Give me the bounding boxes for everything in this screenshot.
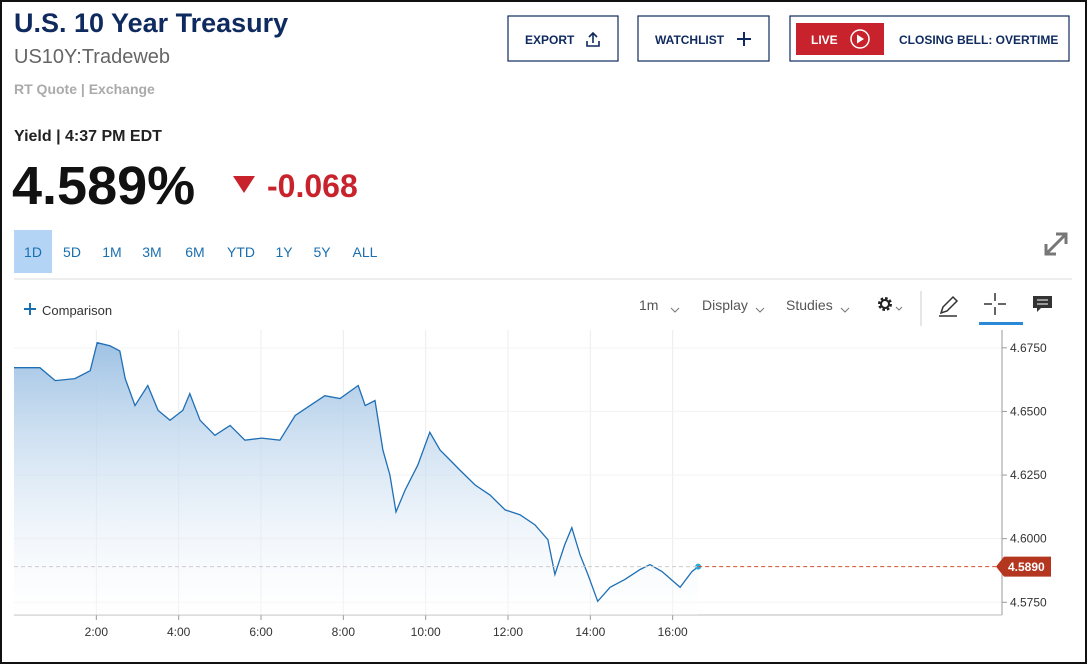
- chevron[interactable]: [840, 307, 850, 313]
- watchlist-button[interactable]: WATCHLIST: [637, 15, 770, 62]
- quote-source: RT Quote | Exchange: [14, 81, 155, 97]
- comparison-button[interactable]: Comparison: [24, 303, 112, 318]
- button-label[interactable]: WATCHLIST: [655, 33, 725, 47]
- active-tool-underline: [979, 322, 1023, 325]
- range-tab[interactable]: 1M: [102, 244, 121, 260]
- x-tick-label: 10:00: [411, 625, 441, 639]
- range-tab[interactable]: 5Y: [313, 244, 331, 260]
- x-tick-label: 16:00: [658, 625, 688, 639]
- play-icon[interactable]: [857, 34, 864, 44]
- chevron[interactable]: [670, 307, 680, 313]
- quote-price: 4.589%: [12, 156, 195, 216]
- button-label[interactable]: EXPORT: [525, 33, 575, 47]
- y-tick-label: 4.5750: [1010, 595, 1047, 609]
- gear[interactable]: [880, 299, 890, 309]
- plus-icon[interactable]: [737, 32, 751, 46]
- comparison-label[interactable]: Comparison: [42, 303, 112, 318]
- range-tab[interactable]: 1Y: [275, 244, 293, 260]
- y-tick-label: 4.6750: [1010, 341, 1047, 355]
- x-tick-label: 6:00: [249, 625, 273, 639]
- range-tab[interactable]: 5D: [63, 244, 81, 260]
- crosshair-icon[interactable]: [984, 293, 1006, 315]
- draw-icon[interactable]: [939, 295, 959, 317]
- live-badge[interactable]: [796, 23, 884, 55]
- settings-icon[interactable]: [878, 297, 903, 311]
- area-fill: [14, 342, 699, 615]
- live-label[interactable]: LIVE: [811, 33, 838, 47]
- y-tick-label: 4.6500: [1010, 404, 1047, 418]
- x-tick-label: 12:00: [493, 625, 523, 639]
- chart: 2:00 4:00 6:00 8:00 10:00 12:00 14:00 16:00 4.57…: [14, 330, 1051, 639]
- x-tick-label: 4:00: [167, 625, 191, 639]
- y-tick-label: 4.6000: [1010, 532, 1047, 546]
- quote-change: -0.068: [267, 168, 358, 204]
- range-tab[interactable]: 6M: [185, 244, 204, 260]
- chevron[interactable]: [755, 307, 765, 313]
- range-tab[interactable]: YTD: [227, 244, 255, 260]
- plus-icon[interactable]: [24, 303, 36, 315]
- export-icon[interactable]: [586, 31, 600, 47]
- range-tabs: 1D 5D 1M 3M 6M YTD 1Y 5Y ALL: [14, 230, 378, 273]
- button-box[interactable]: [507, 15, 619, 62]
- play-icon[interactable]: [850, 29, 870, 49]
- studies-menu[interactable]: Studies: [786, 297, 833, 313]
- comment-icon-lines: [1037, 299, 1048, 305]
- interval-menu[interactable]: 1m: [639, 297, 658, 313]
- page-title: U.S. 10 Year Treasury: [14, 8, 288, 38]
- live-button[interactable]: LIVE CLOSING BELL: OVERTIME: [789, 15, 1070, 62]
- export-button[interactable]: EXPORT: [507, 15, 619, 62]
- program-label[interactable]: CLOSING BELL: OVERTIME: [899, 33, 1058, 47]
- y-tick-label: 4.6250: [1010, 468, 1047, 482]
- price-line: [14, 341, 699, 603]
- chevron[interactable]: [895, 306, 903, 311]
- quote-label: Yield | 4:37 PM EDT: [14, 128, 162, 145]
- symbol: US10Y:Tradeweb: [14, 46, 170, 68]
- x-tick-label: 8:00: [332, 625, 356, 639]
- x-tick-label: 14:00: [575, 625, 605, 639]
- last-value-badge: [996, 556, 1051, 577]
- range-tab[interactable]: 1D: [24, 244, 42, 260]
- gear[interactable]: [878, 297, 892, 311]
- down-arrow: [233, 176, 255, 193]
- display-menu[interactable]: Display: [702, 297, 748, 313]
- active-range-bg: [14, 230, 52, 273]
- last-value-label: 4.5890: [1008, 560, 1045, 574]
- range-tab[interactable]: ALL: [353, 244, 378, 260]
- range-tab[interactable]: 3M: [142, 244, 161, 260]
- expand-icon[interactable]: [1044, 232, 1068, 256]
- x-tick-label: 2:00: [85, 625, 109, 639]
